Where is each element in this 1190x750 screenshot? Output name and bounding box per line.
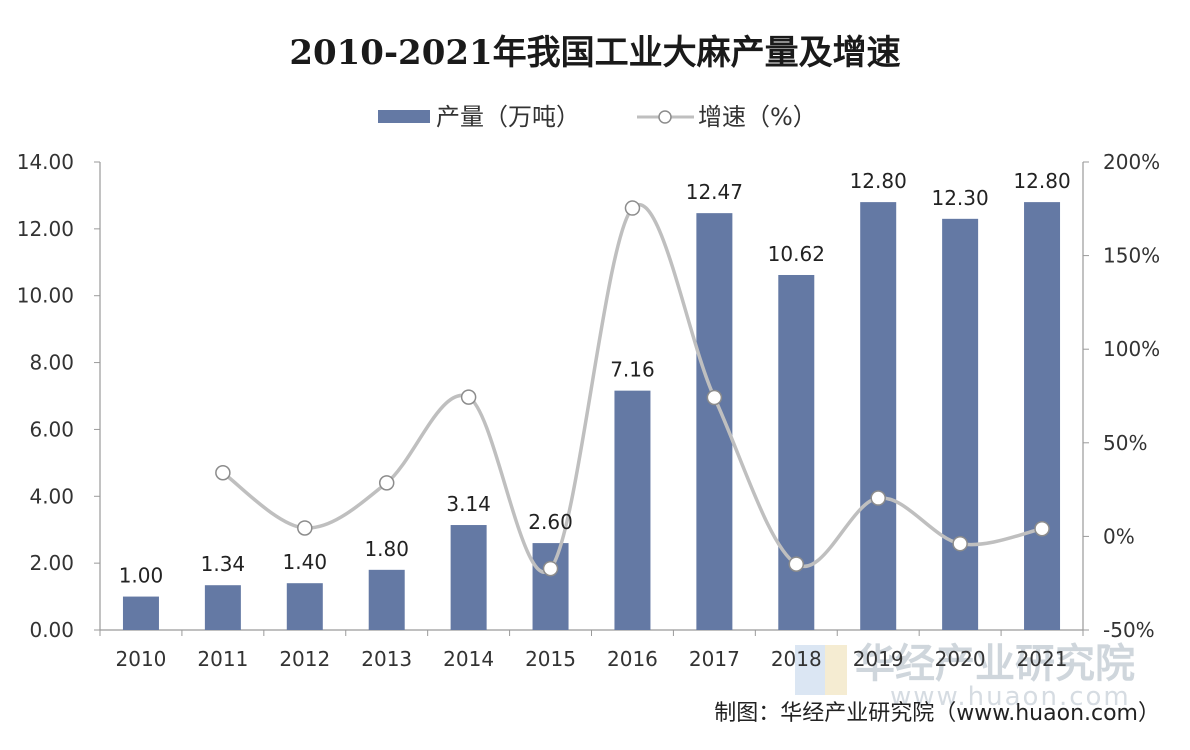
y-right-tick-label: -50% [1103,618,1155,642]
axes: 0.00 2.00 4.00 6.00 8.00 10.00 12.00 14.00 -50% 0… [17,150,1160,671]
x-tick-label: 2020 [935,647,986,671]
source-note: 制图：华经产业研究院（www.huaon.com） [714,701,1160,726]
x-tick-label: 2014 [443,647,494,671]
legend-line-marker [658,110,672,124]
y-right-tick-label: 50% [1103,431,1147,455]
watermark: 华经产业研究院 www.huaon.com [795,641,1135,712]
legend-line-label: 增速（%） [698,103,817,131]
growth-point [378,475,395,491]
bar [860,202,897,630]
x-tick-label: 2018 [771,647,822,671]
bar [1024,202,1061,630]
bar-value-label: 12.80 [1013,169,1070,193]
growth-point [624,200,641,216]
bar-series [122,202,1061,631]
y-left-tick-label: 6.00 [29,417,74,441]
bar-value-label: 7.16 [610,358,655,382]
bar-value-label: 10.62 [768,242,825,266]
bar [122,596,159,630]
bar [696,213,733,630]
y-left-tick-label: 0.00 [29,618,74,642]
growth-point [297,520,313,536]
growth-point [1034,520,1050,537]
y-right-tick-label: 150% [1103,244,1160,268]
x-tick-label: 2019 [853,647,904,671]
data-labels: 1.00 1.34 1.40 1.80 3.14 2.60 7.16 12.47 10.62 12… [119,169,1071,587]
x-tick-label: 2012 [279,647,330,671]
growth-point [215,465,231,481]
x-tick-label: 2013 [361,647,412,671]
bar [368,569,405,630]
bar-value-label: 3.14 [446,492,491,516]
bar [204,585,241,630]
legend-bar-swatch [378,110,430,123]
bar-value-label: 1.40 [283,550,328,574]
legend: 产量（万吨） 增速（%） [378,103,817,131]
bar-value-label: 12.30 [931,186,988,210]
bar-value-label: 12.80 [850,169,907,193]
growth-point [460,389,477,405]
y-left-tick-label: 12.00 [17,217,74,241]
bar [614,390,651,630]
bar-value-label: 1.00 [119,564,164,588]
y-left-tick-label: 2.00 [29,551,74,575]
y-right-tick-label: 0% [1103,524,1135,548]
y-left-tick-label: 4.00 [29,484,74,508]
y-left-tick-label: 8.00 [29,351,74,375]
bar [532,543,569,630]
bar [286,583,323,630]
x-tick-label: 2015 [525,647,576,671]
watermark-logo-block-blue [795,645,825,695]
y-left-tick-label: 10.00 [17,284,74,308]
bar-value-label: 2.60 [528,510,573,534]
bar [450,525,487,630]
watermark-text: 华经产业研究院 [855,641,1135,687]
bar [942,218,979,631]
growth-point [788,556,805,572]
growth-point [952,535,968,552]
watermark-logo-block-yellow [825,645,847,695]
y-left-tick-label: 14.00 [17,150,74,174]
legend-bar-label: 产量（万吨） [436,103,580,131]
x-tick-label: 2021 [1017,647,1068,671]
bar-value-label: 12.47 [686,180,743,204]
growth-point [542,560,559,577]
x-tick-label: 2011 [197,647,248,671]
y-right-tick-label: 200% [1103,150,1160,174]
bar [778,274,815,630]
growth-point [706,389,723,406]
bar-value-label: 1.80 [364,537,409,561]
chart-title: 2010-2021年我国工业大麻产量及增速 [289,33,900,73]
x-tick-label: 2010 [116,647,167,671]
watermark-url: www.huaon.com [890,682,1131,712]
bar-value-label: 1.34 [201,552,246,576]
x-tick-label: 2017 [689,647,740,671]
growth-point [870,490,886,506]
y-right-tick-label: 100% [1103,337,1160,361]
x-tick-label: 2016 [607,647,658,671]
line-series [215,200,1050,577]
